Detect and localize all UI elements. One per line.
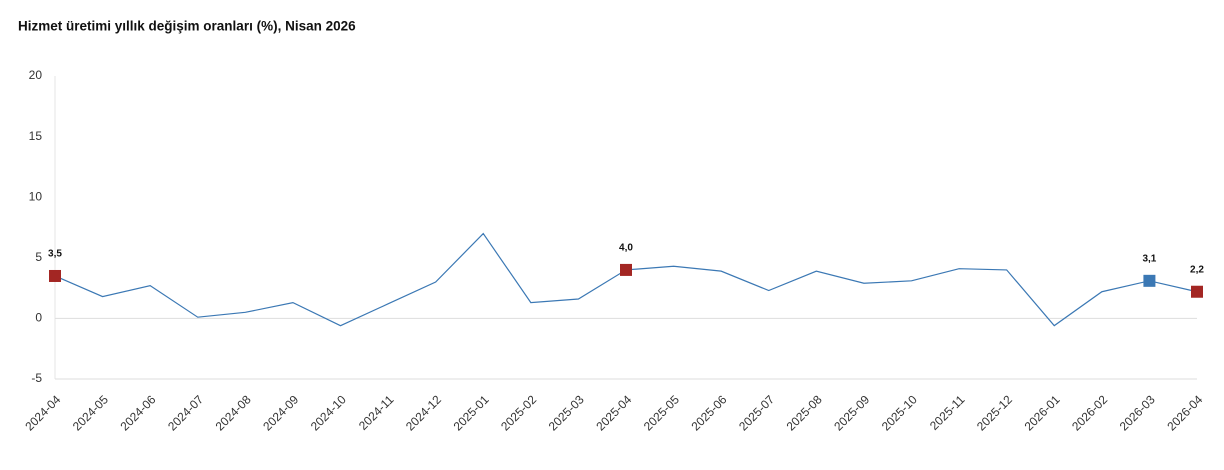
y-tick-label: 0	[35, 311, 42, 325]
data-label: 3,5	[48, 249, 62, 260]
x-tick-label: 2025-07	[736, 392, 777, 433]
x-tick-label: 2025-03	[546, 392, 587, 433]
x-tick-label: 2025-08	[784, 392, 825, 433]
x-tick-label: 2024-10	[308, 392, 349, 433]
y-tick-label: 5	[35, 250, 42, 264]
highlight-marker	[49, 269, 61, 282]
x-tick-label: 2025-04	[593, 392, 634, 433]
x-tick-label: 2026-03	[1117, 392, 1158, 433]
x-tick-label: 2024-11	[356, 392, 397, 433]
highlight-marker	[1191, 285, 1203, 298]
x-tick-label: 2024-06	[117, 392, 158, 433]
x-tick-label: 2025-10	[879, 392, 920, 433]
x-tick-label: 2024-07	[165, 392, 206, 433]
x-tick-label: 2026-02	[1069, 392, 1110, 433]
x-tick-label: 2025-11	[927, 392, 968, 433]
y-tick-label: 20	[29, 68, 43, 82]
x-tick-label: 2024-12	[403, 392, 444, 433]
x-tick-label: 2025-09	[831, 392, 872, 433]
y-tick-label: 15	[29, 129, 43, 143]
x-tick-label: 2025-12	[974, 392, 1015, 433]
y-tick-label: 10	[29, 189, 43, 203]
data-label: 3,1	[1142, 253, 1156, 264]
data-label: 4,0	[619, 243, 633, 254]
x-tick-label: 2026-01	[1022, 392, 1063, 433]
highlight-marker	[1143, 274, 1156, 287]
x-tick-label: 2024-05	[70, 392, 111, 433]
x-tick-label: 2025-01	[451, 392, 492, 433]
x-tick-label: 2025-06	[688, 392, 729, 433]
x-tick-label: 2025-02	[498, 392, 539, 433]
data-label: 2,2	[1190, 264, 1204, 275]
x-tick-label: 2024-04	[22, 392, 63, 433]
chart-title: Hizmet üretimi yıllık değişim oranları (…	[18, 19, 356, 34]
x-tick-label: 2024-09	[260, 392, 301, 433]
highlight-marker	[620, 263, 632, 276]
x-tick-label: 2024-08	[213, 392, 254, 433]
x-tick-label: 2026-04	[1164, 392, 1205, 433]
y-tick-label: -5	[31, 371, 42, 385]
x-tick-label: 2025-05	[641, 392, 682, 433]
